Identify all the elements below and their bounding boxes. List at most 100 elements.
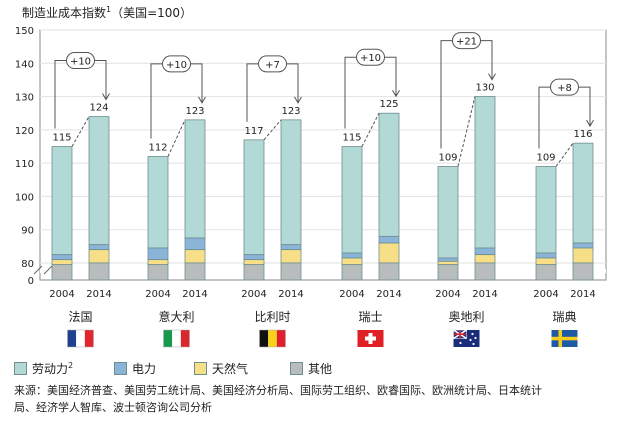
bar-gas [437, 260, 459, 266]
bar-power [243, 254, 265, 261]
arrow-head [392, 89, 400, 98]
bar-labor [535, 166, 557, 254]
country-label: 奥地利 [448, 310, 484, 324]
connector-line [167, 119, 186, 157]
bar-power [147, 247, 169, 261]
bar-value-label: 109 [438, 152, 457, 163]
connector-line [457, 96, 476, 167]
difference-label: +10 [360, 53, 381, 64]
y-tick-label: 130 [15, 93, 34, 104]
legend-label-labor: 劳动力 [32, 362, 69, 376]
it-flag-stripe [163, 330, 173, 347]
bar-value-label: 109 [536, 152, 555, 163]
difference-badge [66, 52, 95, 70]
bar-gas [243, 259, 265, 266]
difference-label: +10 [70, 57, 91, 68]
bar-power [280, 244, 302, 251]
difference-badge [356, 48, 385, 66]
x-tick-label: 2004 [339, 289, 364, 300]
connector-line [361, 112, 380, 147]
bar-power [474, 247, 496, 256]
axis-break-mark [33, 265, 43, 275]
fr-flag-stripe [76, 330, 85, 347]
legend-label-other: 其他 [308, 362, 333, 376]
au-flag-star [474, 336, 477, 340]
bar-gas [341, 257, 363, 266]
bar-value-label: 115 [52, 133, 71, 144]
x-tick-label: 2014 [278, 289, 303, 300]
arrow-head [586, 119, 594, 128]
it-flag-icon [163, 329, 190, 348]
it-flag-stripe [172, 330, 181, 347]
it-flag-stripe [180, 330, 190, 347]
y-tick-label: 150 [15, 26, 34, 37]
bar-labor [51, 146, 73, 256]
bar-other [88, 262, 110, 281]
legend-swatch-other [290, 362, 303, 375]
axis-break-mark [43, 265, 53, 275]
bar-gas [51, 259, 73, 266]
be-flag-stripe [268, 330, 277, 347]
bar-labor [572, 142, 594, 244]
difference-badge [258, 55, 287, 73]
x-tick-label: 2004 [241, 289, 266, 300]
difference-badge [550, 78, 579, 96]
difference-label: +7 [265, 60, 280, 71]
be-flag-icon [259, 329, 286, 348]
bar-other [243, 264, 265, 281]
x-tick-label: 2004 [533, 289, 558, 300]
bar-labor [437, 166, 459, 259]
x-tick-label: 2014 [570, 289, 595, 300]
bar-gas [88, 249, 110, 264]
country-label: 瑞典 [552, 310, 576, 324]
country-label: 比利时 [254, 310, 290, 324]
bar-value-label: 124 [89, 103, 108, 114]
bar-other [535, 264, 557, 281]
se-flag-cross [551, 336, 578, 341]
bar-labor [243, 139, 265, 256]
bar-value-label: 125 [379, 99, 398, 110]
bar-labor [147, 156, 169, 249]
bar-labor [184, 119, 206, 239]
bar-value-label: 123 [185, 106, 204, 117]
au-flag-star [469, 338, 472, 342]
bar-gas [378, 242, 400, 264]
chart-title: 制造业成本指数1（美国=100） [22, 5, 193, 20]
bar-other [280, 262, 302, 281]
bar-labor [474, 96, 496, 249]
difference-badge [452, 32, 481, 50]
bar-power [184, 237, 206, 251]
x-tick-label: 2014 [182, 289, 207, 300]
bar-power [535, 252, 557, 259]
bar-gas [535, 257, 557, 266]
x-tick-label: 2014 [472, 289, 497, 300]
connector-line [71, 116, 90, 147]
bar-gas [572, 247, 594, 264]
au-flag-star [471, 332, 474, 336]
bar-other [184, 262, 206, 281]
connector-line [263, 119, 282, 141]
bar-other [474, 262, 496, 281]
bar-other [147, 264, 169, 281]
ch-flag-cross [365, 336, 376, 341]
y-tick-label: 120 [15, 126, 34, 137]
bar-other [341, 264, 363, 281]
bar-value-label: 116 [573, 129, 592, 140]
bar-other [437, 264, 459, 281]
arrow-head [198, 96, 206, 104]
country-label: 法国 [68, 310, 92, 324]
x-tick-label: 2014 [86, 289, 111, 300]
difference-badge [162, 55, 191, 73]
plot-frame [39, 29, 607, 281]
y-tick-label: 80 [21, 259, 34, 270]
y-tick-label: 0 [28, 276, 34, 287]
legend-label-power: 电力 [132, 362, 157, 376]
country-label: 意大利 [158, 309, 194, 324]
au-flag-star [472, 342, 475, 346]
legend-label-gas: 天然气 [212, 362, 249, 376]
bar-value-label: 130 [475, 83, 494, 94]
bar-value-label: 117 [244, 126, 263, 137]
difference-label: +8 [557, 83, 572, 94]
legend-swatch-gas [194, 362, 207, 375]
legend-swatch-power [114, 362, 127, 375]
